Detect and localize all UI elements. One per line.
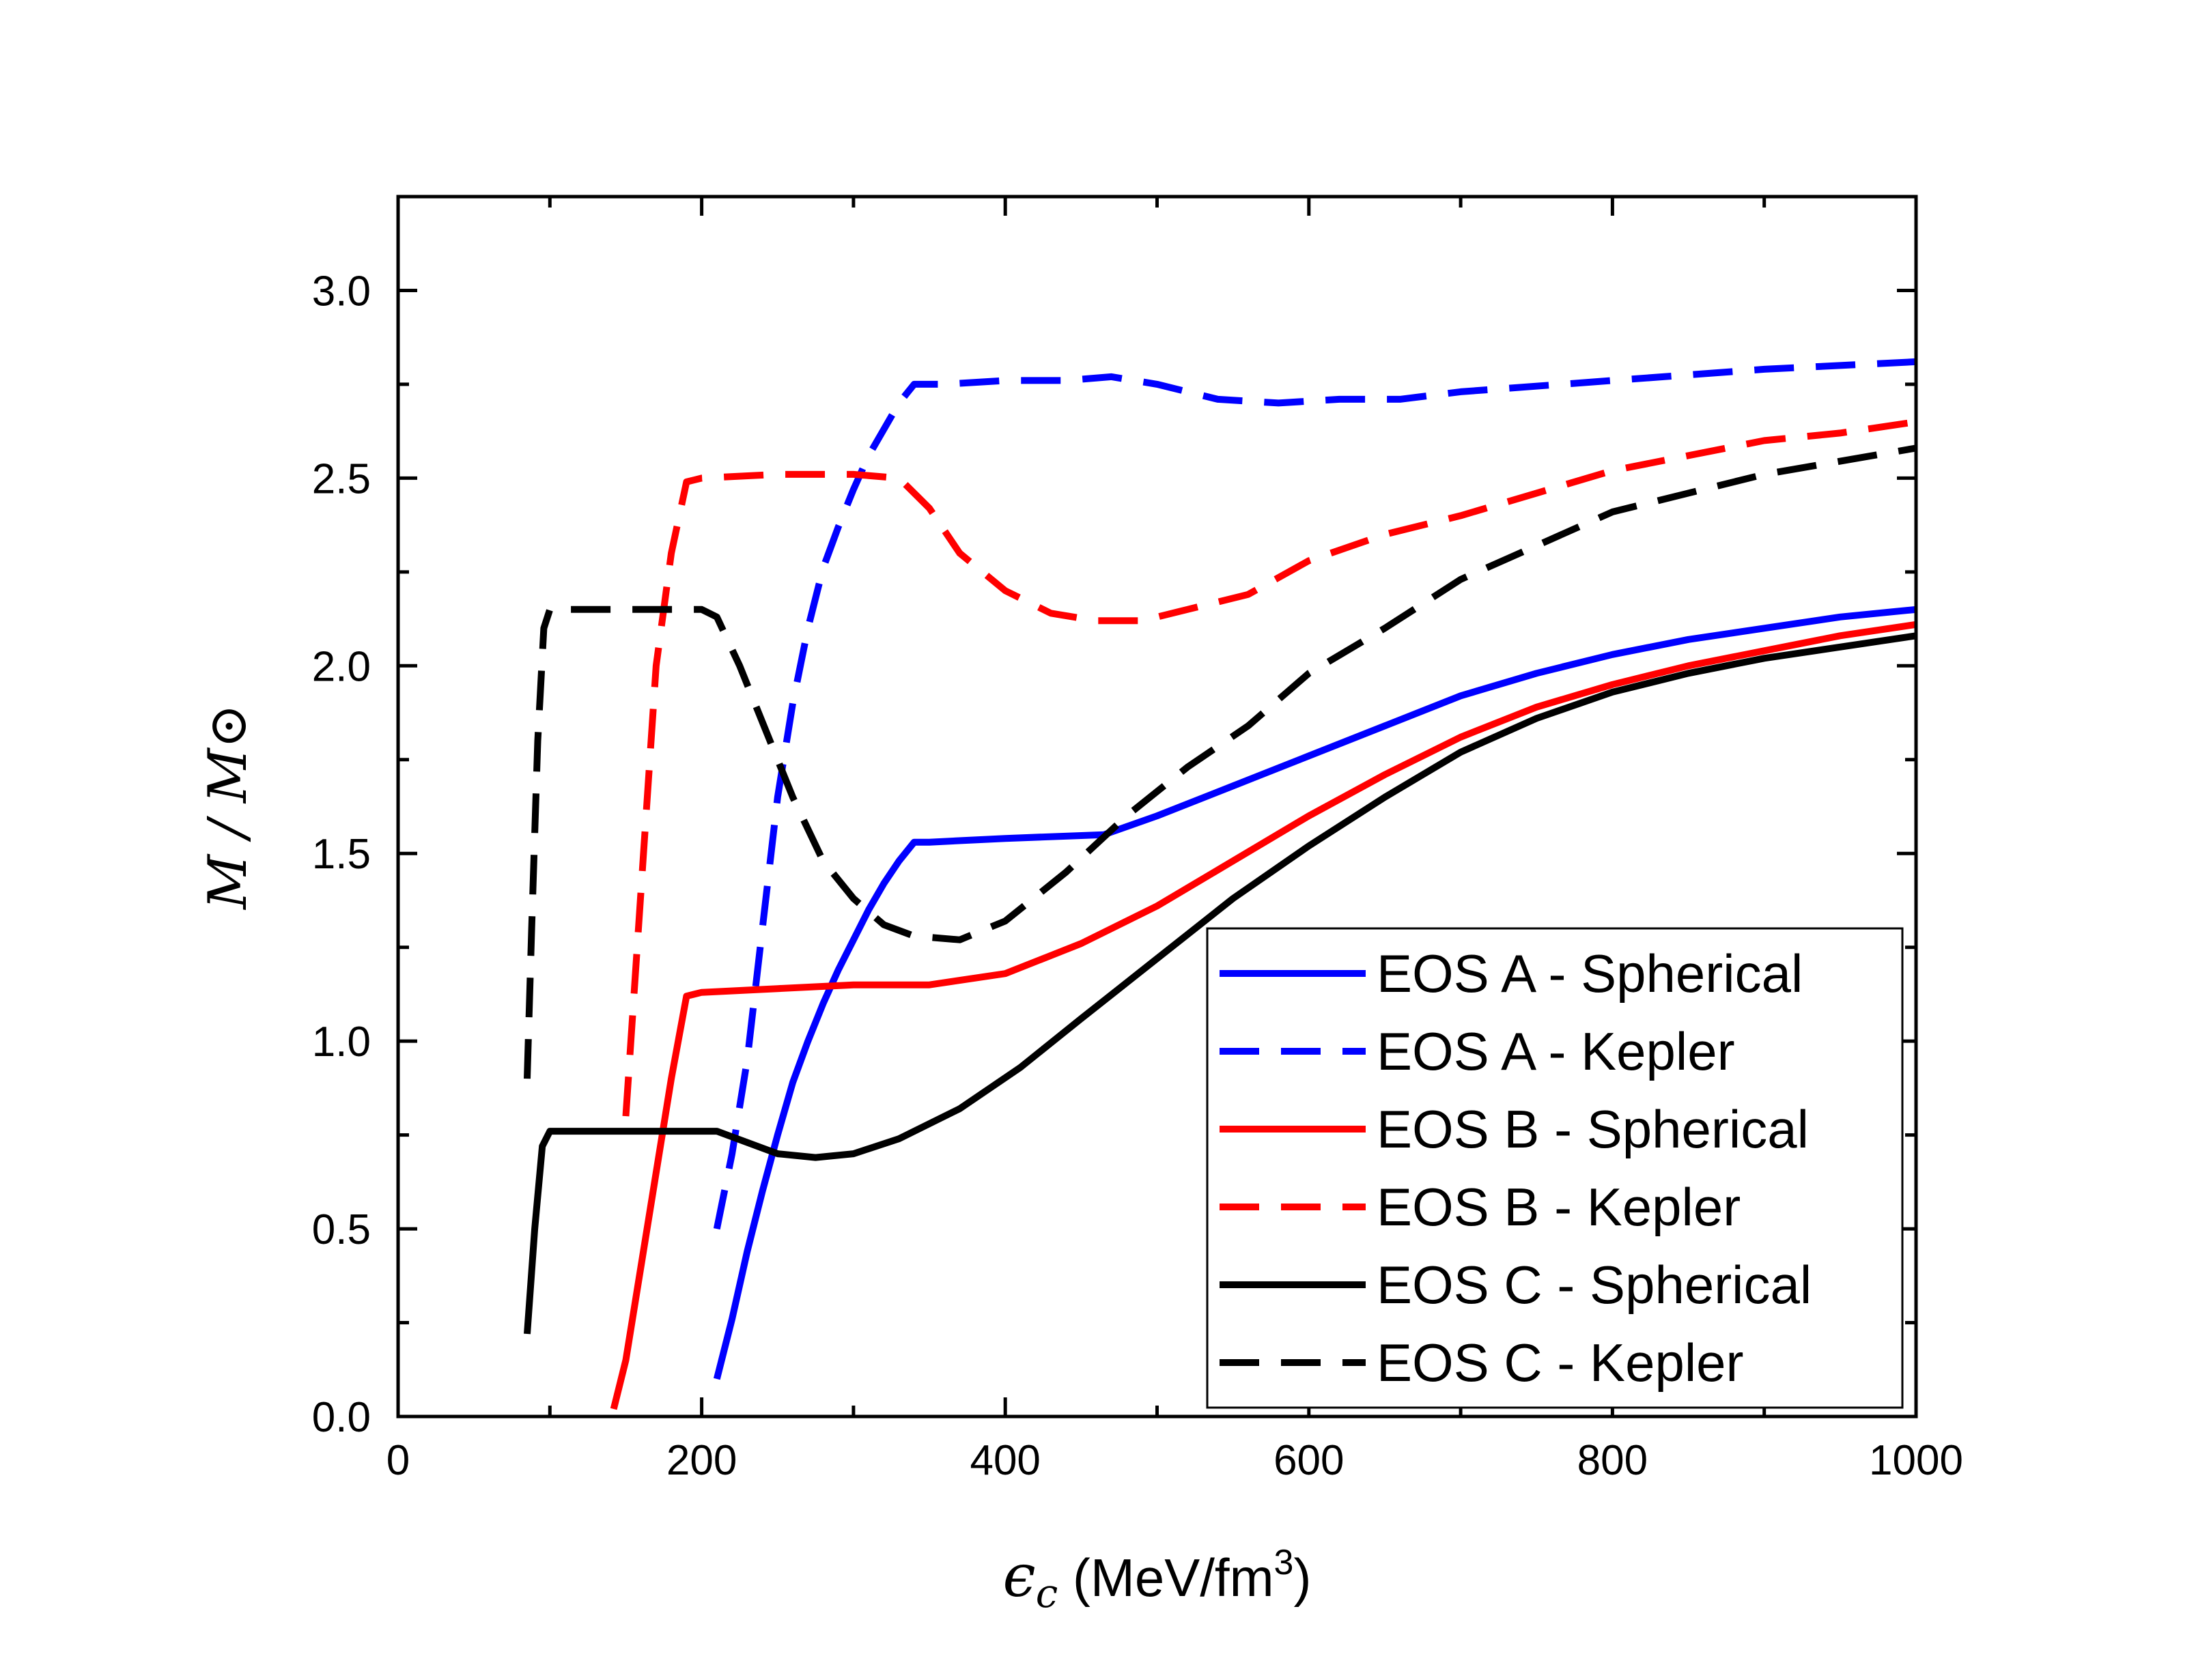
legend-label-eos-a-kepler: EOS A - Kepler	[1377, 1021, 1735, 1081]
legend-label-eos-a-spherical: EOS A - Spherical	[1377, 943, 1803, 1003]
y-tick-label: 3.0	[312, 268, 371, 315]
x-tick-label: 200	[666, 1437, 737, 1484]
series-line-eos-a-spherical	[713, 606, 1916, 1380]
legend-label-eos-b-kepler: EOS B - Kepler	[1377, 1177, 1741, 1237]
series-line-eos-b-spherical	[610, 621, 1916, 1410]
legend-label-eos-c-spherical: EOS C - Spherical	[1377, 1255, 1812, 1315]
x-tick-label: 800	[1577, 1437, 1648, 1484]
legend: EOS A - Spherical EOS A - Kepler EOS B - S…	[1206, 927, 1904, 1409]
y-tick-label: 1.5	[312, 831, 371, 878]
y-tick-label: 0.5	[312, 1206, 371, 1253]
y-tick-label: 1.0	[312, 1019, 371, 1066]
x-tick-label: 400	[970, 1437, 1040, 1484]
x-tick-label: 0	[386, 1437, 410, 1484]
legend-box	[1206, 927, 1904, 1409]
x-axis-title-unit: (MeV/fm	[1058, 1548, 1273, 1608]
series-line-eos-c-spherical	[524, 632, 1916, 1335]
axes-layer: 0 200 400 600 800 1000 0.0 0.5 1.0 1.5 2.0 2.5 3.0 ϵc…	[197, 195, 1963, 1617]
series-layer	[524, 358, 1916, 1410]
x-axis-title-subscript: c	[1036, 1570, 1058, 1617]
legend-label-eos-b-spherical: EOS B - Spherical	[1377, 1099, 1809, 1159]
x-tick-label: 600	[1273, 1437, 1344, 1484]
series-line-eos-b-kepler	[622, 418, 1916, 1117]
x-axis-title-symbol: ϵ	[1003, 1542, 1036, 1610]
y-axis-title: M / M⊙	[197, 704, 259, 911]
x-axis-title-superscript: 3	[1274, 1543, 1294, 1582]
x-axis-title-unit-end: )	[1293, 1548, 1311, 1608]
legend-label-eos-c-kepler: EOS C - Kepler	[1377, 1333, 1744, 1393]
series-lines	[524, 358, 1916, 1410]
x-tick-label: 1000	[1869, 1437, 1963, 1484]
y-tick-label: 2.5	[312, 455, 371, 502]
x-axis-title: ϵc (MeV/fm3)	[1003, 1542, 1312, 1617]
y-tick-label: 2.0	[312, 643, 371, 690]
series-line-eos-c-kepler	[524, 444, 1916, 1079]
y-tick-label: 0.0	[312, 1394, 371, 1441]
